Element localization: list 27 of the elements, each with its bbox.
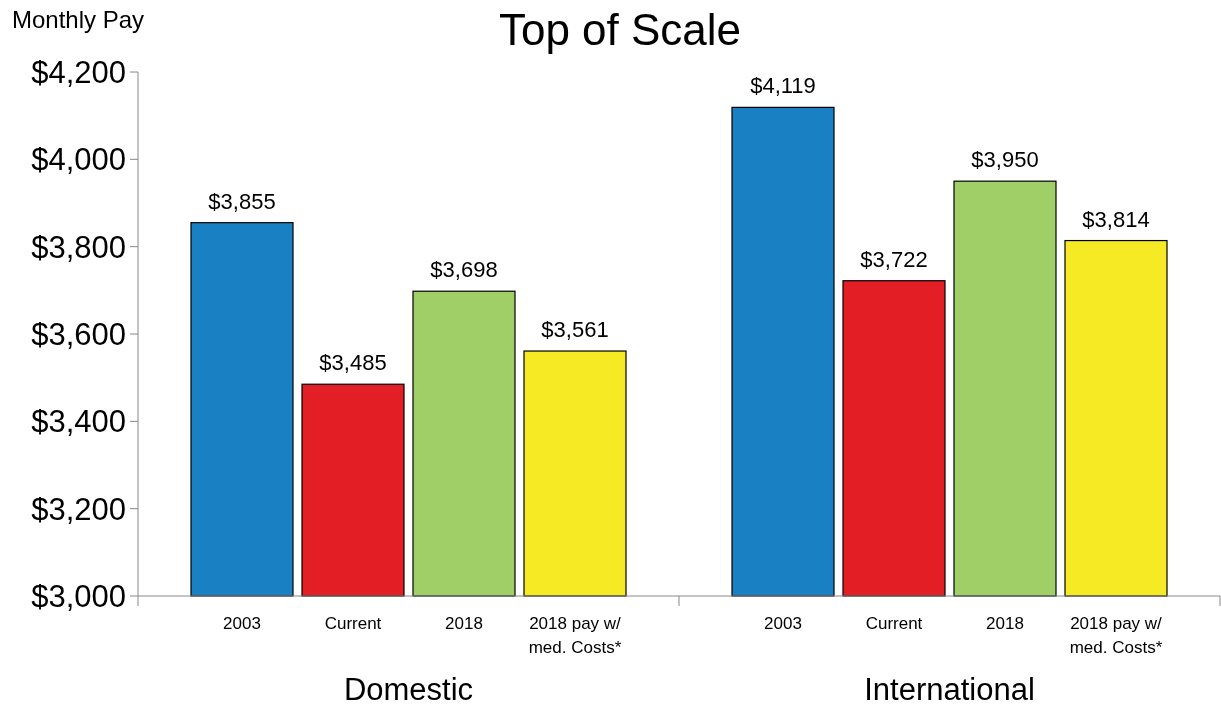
y-tick-label: $3,200 xyxy=(31,491,126,527)
y-axis-title: Monthly Pay xyxy=(12,6,145,33)
x-tick-label: 2003 xyxy=(223,614,261,633)
y-tick-label: $4,200 xyxy=(31,54,126,90)
x-tick-label: 2003 xyxy=(764,614,802,633)
data-label: $3,698 xyxy=(430,257,498,283)
x-tick-label: 2018 xyxy=(986,614,1024,633)
data-label: $3,561 xyxy=(541,317,609,343)
data-label: $3,722 xyxy=(860,246,928,272)
x-tick-label: Current xyxy=(324,614,382,633)
chart-title: Top of Scale xyxy=(498,5,742,54)
y-tick-label: $3,800 xyxy=(31,229,126,265)
data-label: $3,950 xyxy=(971,147,1039,173)
x-tick-label: 2018 pay w/ med. Costs* xyxy=(528,614,622,657)
data-label: $3,814 xyxy=(1082,206,1150,232)
x-tick-label: Current xyxy=(865,614,923,633)
text: Domestic xyxy=(343,672,474,707)
text: International xyxy=(864,672,1035,707)
data-label: $4,119 xyxy=(750,73,816,99)
x-tick-label: 2018 pay w/ med. Costs* xyxy=(1069,614,1163,657)
x-tick-label: 2018 xyxy=(445,614,483,633)
y-tick-label: $3,000 xyxy=(31,578,126,614)
y-tick-label: $4,000 xyxy=(31,142,126,178)
data-label: $3,485 xyxy=(319,350,387,376)
data-label: $3,855 xyxy=(208,188,276,214)
y-tick-label: $3,600 xyxy=(31,316,126,352)
y-tick-label: $3,400 xyxy=(31,404,126,440)
